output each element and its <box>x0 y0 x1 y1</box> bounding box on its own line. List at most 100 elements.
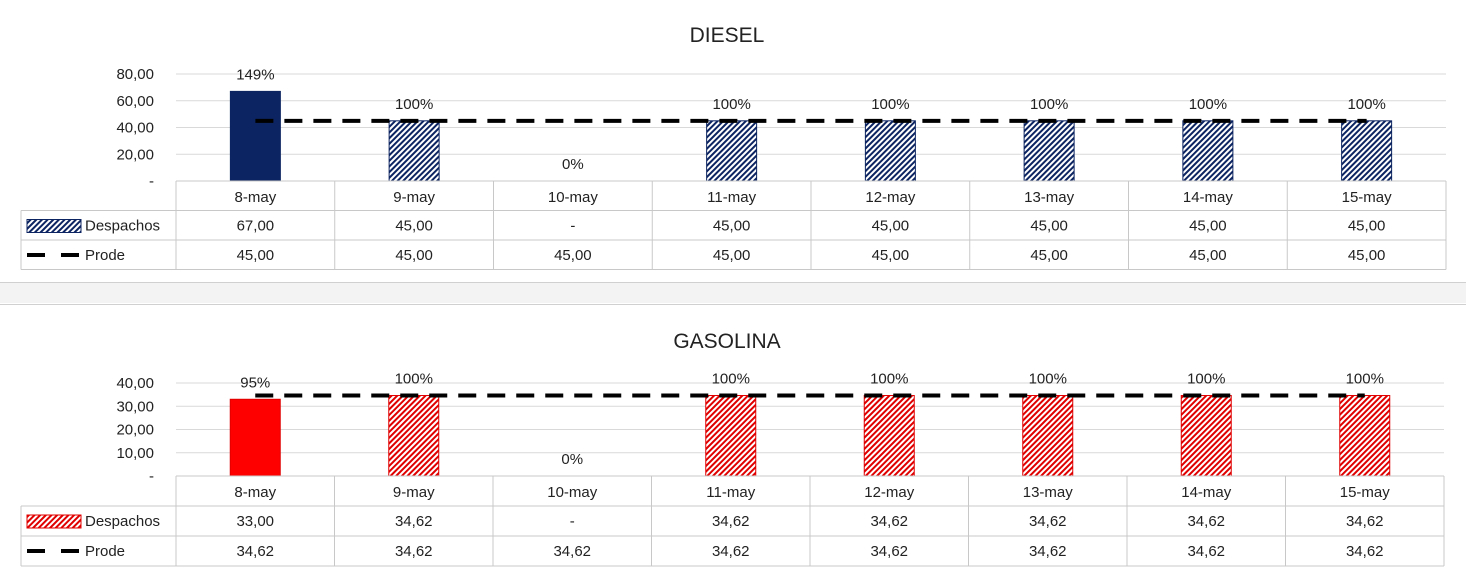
table-cell: 67,00 <box>237 218 275 235</box>
table-cell: 34,62 <box>870 543 908 560</box>
legend-key-despachos <box>26 219 82 233</box>
table-cell: 45,00 <box>1030 218 1068 235</box>
y-tick-label: - <box>149 173 154 190</box>
data-label: 100% <box>871 96 909 113</box>
table-cell: 45,00 <box>554 247 592 264</box>
chart-title: DIESEL <box>690 24 765 47</box>
diesel-chart-panel: DIESEL 80,00 60,00 40,00 20,00 - 149% 100% 0% 100… <box>0 0 1466 283</box>
data-label: 100% <box>712 96 750 113</box>
x-tick-label: 13-may <box>1024 189 1075 206</box>
bar-12-may <box>863 395 915 477</box>
y-tick-label: 40,00 <box>116 375 154 392</box>
table-cell: 34,62 <box>1029 513 1067 530</box>
diesel-chart: DIESEL 80,00 60,00 40,00 20,00 - 149% 100% 0% 100… <box>20 24 1447 270</box>
x-tick-label: 11-may <box>706 484 755 501</box>
chart-title: GASOLINA <box>673 330 780 353</box>
x-tick-label: 9-may <box>393 484 435 501</box>
legend-key-despachos <box>26 514 82 529</box>
y-tick-label: 20,00 <box>116 146 154 163</box>
bar-12-may <box>864 120 916 182</box>
table-cell: 45,00 <box>1189 218 1227 235</box>
bar-9-may <box>388 120 440 182</box>
table-cell: 34,62 <box>395 543 433 560</box>
table-cell: 45,00 <box>1348 247 1386 264</box>
table-cell: 34,62 <box>712 543 750 560</box>
x-tick-label: 14-may <box>1183 189 1234 206</box>
y-tick-label: 20,00 <box>116 422 154 439</box>
x-tick-label: 13-may <box>1023 484 1074 501</box>
table-cell: 45,00 <box>395 247 433 264</box>
table-cell: 34,62 <box>1346 543 1384 560</box>
table-cell: 34,62 <box>1346 513 1384 530</box>
table-cell: 33,00 <box>236 513 274 530</box>
y-tick-label: 10,00 <box>116 445 154 462</box>
table-cell: 45,00 <box>872 218 910 235</box>
table-cell: 45,00 <box>1030 247 1068 264</box>
data-label: 149% <box>236 66 274 83</box>
table-cell: 34,62 <box>236 543 274 560</box>
table-cell: 34,62 <box>1187 543 1225 560</box>
legend-entry: Prode <box>85 543 125 560</box>
x-tick-label: 12-may <box>864 484 915 501</box>
data-label: 100% <box>712 371 750 388</box>
table-cell: 45,00 <box>872 247 910 264</box>
table-cell: 34,62 <box>553 543 591 560</box>
bar-9-may <box>388 395 440 477</box>
table-cell: 34,62 <box>1029 543 1067 560</box>
table-cell: - <box>570 218 575 235</box>
x-tick-label: 14-may <box>1181 484 1232 501</box>
data-label: 0% <box>561 451 583 468</box>
gasolina-chart-panel: GASOLINA 40,00 30,00 20,00 10,00 - 95% 100% 0% 10… <box>0 304 1466 574</box>
table-cell: 34,62 <box>712 513 750 530</box>
table-cell: 34,62 <box>1187 513 1225 530</box>
x-tick-label: 9-may <box>393 189 435 206</box>
legend-entry: Despachos <box>85 218 160 235</box>
x-tick-label: 8-may <box>234 484 276 501</box>
x-tick-label: 10-may <box>547 484 598 501</box>
panel-separator <box>0 283 1466 303</box>
bar-11-may <box>705 395 757 477</box>
bar-13-may <box>1023 120 1075 182</box>
data-label: 100% <box>1347 96 1385 113</box>
data-label: 95% <box>240 374 270 391</box>
table-cell: 45,00 <box>713 247 751 264</box>
data-label: 100% <box>1029 371 1067 388</box>
data-label: 100% <box>395 371 433 388</box>
data-label: 100% <box>1187 371 1225 388</box>
legend-entry: Despachos <box>85 513 160 530</box>
bar-14-may <box>1180 395 1232 477</box>
data-label: 100% <box>1189 96 1227 113</box>
bar-15-may <box>1341 120 1393 182</box>
bar-11-may <box>706 120 758 182</box>
x-tick-label: 8-may <box>235 189 277 206</box>
data-label: 0% <box>562 156 584 173</box>
x-tick-label: 11-may <box>707 189 756 206</box>
bar-8-may <box>229 90 281 182</box>
data-label: 100% <box>395 96 433 113</box>
table-cell: 45,00 <box>1189 247 1227 264</box>
x-tick-label: 15-may <box>1342 189 1393 206</box>
y-tick-label: - <box>149 468 154 485</box>
y-tick-label: 40,00 <box>116 120 154 137</box>
bar-13-may <box>1022 395 1074 477</box>
bar-14-may <box>1182 120 1234 182</box>
table-cell: 45,00 <box>713 218 751 235</box>
data-label: 100% <box>870 371 908 388</box>
data-label: 100% <box>1346 371 1384 388</box>
x-tick-label: 12-may <box>865 189 916 206</box>
y-tick-label: 60,00 <box>116 93 154 110</box>
table-cell: 45,00 <box>237 247 275 264</box>
data-label: 100% <box>1030 96 1068 113</box>
y-tick-label: 30,00 <box>116 398 154 415</box>
table-cell: 45,00 <box>395 218 433 235</box>
table-cell: 45,00 <box>1348 218 1386 235</box>
x-tick-label: 15-may <box>1340 484 1391 501</box>
bar-8-may <box>229 398 281 477</box>
legend-entry: Prode <box>85 247 125 264</box>
gasolina-chart: GASOLINA 40,00 30,00 20,00 10,00 - 95% 100% 0% 10… <box>20 330 1445 567</box>
table-cell: 34,62 <box>395 513 433 530</box>
y-tick-label: 80,00 <box>116 66 154 83</box>
x-tick-label: 10-may <box>548 189 599 206</box>
bar-15-may <box>1339 395 1391 477</box>
table-cell: - <box>570 513 575 530</box>
